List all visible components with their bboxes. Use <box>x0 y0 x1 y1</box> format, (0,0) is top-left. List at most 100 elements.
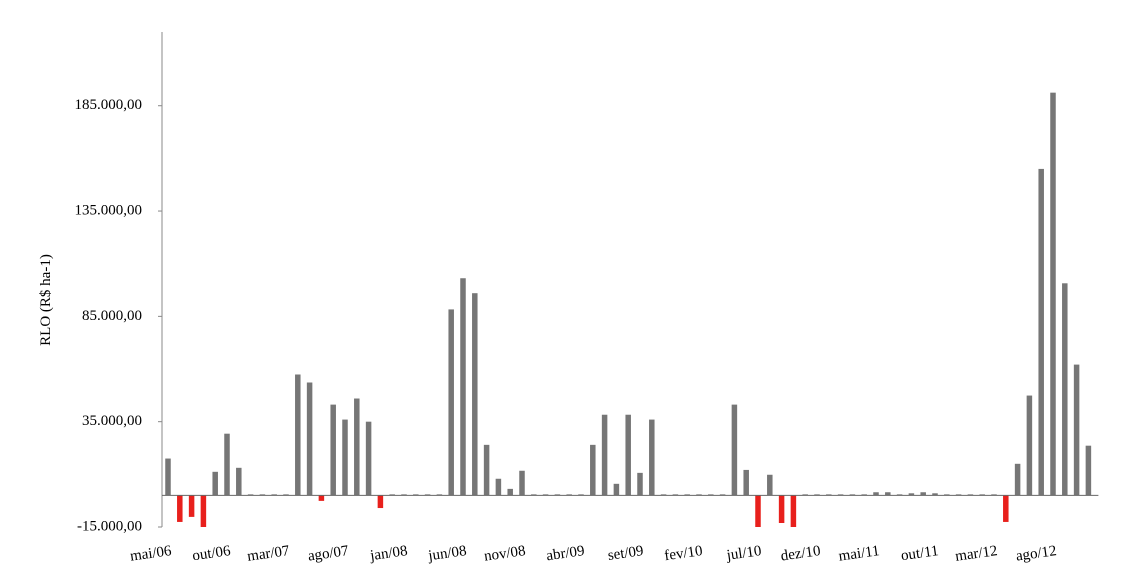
y-tick-label: 85.000,00 <box>82 308 142 324</box>
bar <box>826 494 832 496</box>
x-tick-label: set/09 <box>607 543 645 564</box>
x-tick-label: jun/08 <box>426 543 467 564</box>
bar <box>908 493 915 496</box>
bar <box>483 444 490 496</box>
x-tick-label: out/11 <box>900 543 940 564</box>
y-tick-label: 185.000,00 <box>75 97 143 113</box>
bar <box>306 382 313 496</box>
bar <box>1073 364 1080 496</box>
bar <box>566 494 572 496</box>
bar <box>719 494 726 496</box>
bar <box>755 495 761 527</box>
bar <box>979 494 985 496</box>
bar <box>684 494 690 496</box>
bar <box>389 494 395 496</box>
bar <box>448 309 454 496</box>
bar <box>401 494 407 496</box>
bar <box>424 494 431 496</box>
bar <box>932 493 938 496</box>
x-tick-label: out/06 <box>191 543 232 564</box>
bar <box>861 494 867 496</box>
bar <box>519 470 525 496</box>
x-tick-label: jul/10 <box>725 543 763 564</box>
bar <box>802 494 808 496</box>
x-tick-label: dez/10 <box>780 543 822 564</box>
bar <box>200 495 207 527</box>
bar <box>330 404 336 496</box>
x-tick-label: ago/07 <box>307 543 350 565</box>
bar <box>920 492 926 496</box>
bar <box>790 495 797 527</box>
bar <box>413 494 419 496</box>
x-tick-label: mar/12 <box>954 543 998 565</box>
bar <box>696 494 702 496</box>
bar <box>991 494 997 496</box>
y-tick-label: 35.000,00 <box>82 413 142 429</box>
y-axis-title: RLO (R$ ha-1) <box>38 254 54 346</box>
bar <box>460 278 466 496</box>
bar <box>649 419 655 496</box>
bar <box>365 421 372 496</box>
bar <box>295 374 301 496</box>
bar <box>955 494 962 496</box>
bar <box>318 495 325 501</box>
x-tick-label: mai/11 <box>838 543 881 565</box>
bar <box>849 494 856 496</box>
bar <box>837 494 844 496</box>
bar <box>778 495 785 523</box>
bar <box>601 414 608 496</box>
bar <box>1050 92 1056 496</box>
bar <box>672 494 679 496</box>
bar <box>271 494 277 496</box>
bar <box>814 494 820 496</box>
bar <box>436 494 443 496</box>
x-tick-label: nov/08 <box>483 543 526 565</box>
x-tick-label: ago/12 <box>1015 543 1058 565</box>
x-tick-label: fev/10 <box>663 543 703 564</box>
x-tick-label: jan/08 <box>368 543 408 564</box>
bar <box>873 492 879 496</box>
bar <box>896 494 903 496</box>
bar <box>885 492 891 496</box>
bar <box>507 488 513 496</box>
bar <box>660 494 667 496</box>
y-tick-label: 135.000,00 <box>75 202 143 218</box>
bar <box>944 494 950 496</box>
bar <box>188 495 195 517</box>
bar <box>590 444 596 496</box>
bar <box>1038 168 1044 496</box>
x-tick-label: abr/09 <box>545 543 585 564</box>
bar <box>354 398 360 496</box>
bar <box>767 474 773 496</box>
bar <box>495 478 502 496</box>
bar <box>967 494 974 496</box>
bar <box>472 293 478 496</box>
x-tick-label: mai/06 <box>129 543 173 565</box>
bar <box>637 472 643 496</box>
bar <box>708 494 714 496</box>
bar <box>625 414 631 496</box>
bar <box>212 471 218 496</box>
bar <box>542 494 549 496</box>
bar <box>1026 395 1033 496</box>
bar <box>1062 283 1068 496</box>
bar <box>165 458 171 496</box>
x-tick-label: mar/07 <box>246 543 291 565</box>
bar <box>224 433 230 496</box>
bar <box>578 494 584 496</box>
bar <box>259 494 266 496</box>
bar <box>531 494 537 496</box>
bar <box>1014 463 1021 496</box>
y-tick-label: -15.000,00 <box>77 518 142 534</box>
bar <box>377 495 384 509</box>
bar <box>1085 445 1092 496</box>
bar <box>283 494 289 496</box>
bar <box>236 467 242 496</box>
bar <box>731 404 738 496</box>
bar <box>613 483 620 496</box>
bar <box>342 419 348 496</box>
bar <box>743 469 749 496</box>
bar <box>177 495 183 522</box>
